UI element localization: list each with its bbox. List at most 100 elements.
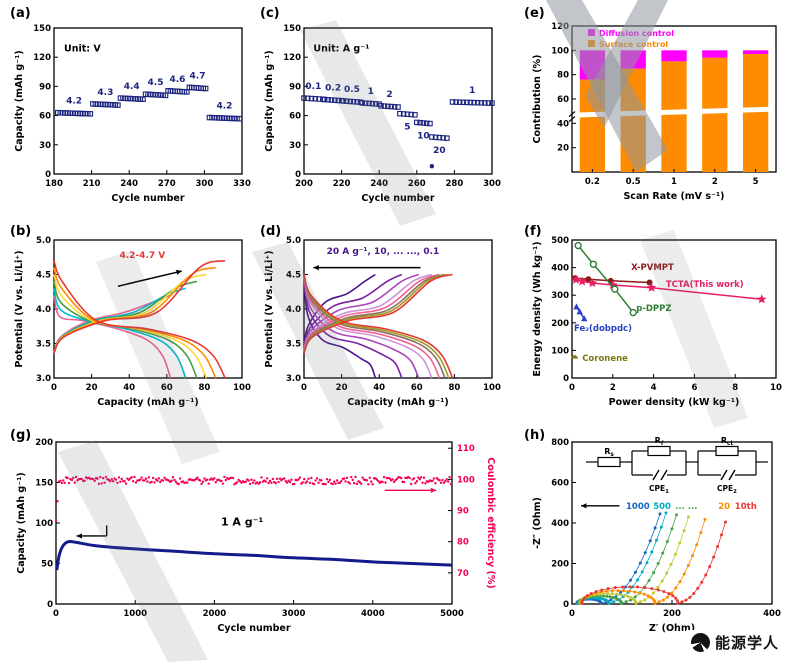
svg-text:Capacity (mAh g⁻¹): Capacity (mAh g⁻¹) bbox=[264, 50, 275, 152]
svg-text:0: 0 bbox=[51, 383, 57, 393]
svg-text:600: 600 bbox=[551, 479, 569, 489]
svg-text:Capacity (mAh g⁻¹): Capacity (mAh g⁻¹) bbox=[347, 397, 449, 408]
svg-text:3000: 3000 bbox=[282, 609, 306, 619]
series-cycle-20 bbox=[579, 517, 707, 605]
svg-text:1: 1 bbox=[469, 86, 475, 96]
svg-text:4.2: 4.2 bbox=[66, 97, 82, 107]
svg-text:5.0: 5.0 bbox=[36, 236, 51, 246]
svg-text:3.0: 3.0 bbox=[36, 374, 51, 384]
curve-4.2 V bbox=[53, 294, 172, 379]
curve-0.1 bbox=[303, 274, 454, 379]
bar-diffusion bbox=[620, 50, 646, 69]
svg-text:5000: 5000 bbox=[440, 609, 464, 619]
svg-text:4.7: 4.7 bbox=[190, 71, 206, 81]
panel-g: (g) 0 1000 2000 3000 4000 5000 0 50 100 150 200 Cyc… bbox=[8, 428, 508, 658]
svg-text:200: 200 bbox=[35, 438, 53, 448]
svg-text:220: 220 bbox=[333, 179, 351, 189]
svg-text:0: 0 bbox=[295, 170, 301, 180]
svg-text:0: 0 bbox=[53, 609, 59, 619]
svg-text:1: 1 bbox=[368, 87, 374, 97]
svg-text:Cycle number: Cycle number bbox=[111, 193, 184, 204]
svg-text:10th: 10th bbox=[735, 502, 757, 512]
svg-text:CPE2: CPE2 bbox=[717, 484, 737, 495]
svg-text:Capacity (mAh g⁻¹): Capacity (mAh g⁻¹) bbox=[16, 472, 27, 574]
svg-text:Rf: Rf bbox=[655, 436, 664, 447]
bar-surface bbox=[661, 61, 687, 172]
bar-surface bbox=[620, 68, 646, 172]
curve-0.5 bbox=[303, 274, 446, 379]
svg-text:20: 20 bbox=[336, 383, 348, 393]
svg-text:30: 30 bbox=[289, 141, 301, 151]
svg-text:2: 2 bbox=[712, 177, 718, 187]
svg-text:20: 20 bbox=[718, 502, 730, 512]
svg-text:240: 240 bbox=[120, 179, 138, 189]
svg-text:-Z″ (Ohm): -Z″ (Ohm) bbox=[532, 497, 543, 549]
svg-text:X-PVMPT: X-PVMPT bbox=[631, 263, 674, 273]
svg-text:150: 150 bbox=[33, 24, 51, 34]
svg-text:Cycle number: Cycle number bbox=[361, 193, 434, 204]
svg-text:6: 6 bbox=[691, 383, 697, 393]
panel-h-label: (h) bbox=[524, 428, 546, 443]
svg-text:5.0: 5.0 bbox=[286, 236, 301, 246]
curve-2 bbox=[303, 273, 433, 351]
curve-4.7 V bbox=[53, 259, 226, 354]
svg-text:110: 110 bbox=[457, 444, 475, 454]
svg-text:0.2: 0.2 bbox=[585, 177, 600, 187]
svg-text:2: 2 bbox=[610, 383, 616, 393]
bar-surface bbox=[702, 57, 728, 173]
svg-text:Capacity (mAh g⁻¹): Capacity (mAh g⁻¹) bbox=[14, 50, 25, 152]
svg-text:Capacity (mAh g⁻¹): Capacity (mAh g⁻¹) bbox=[97, 397, 199, 408]
svg-text:Unit: A g⁻¹: Unit: A g⁻¹ bbox=[313, 43, 369, 54]
svg-text:150: 150 bbox=[35, 479, 53, 489]
svg-text:300: 300 bbox=[483, 179, 501, 189]
svg-text:300: 300 bbox=[196, 179, 214, 189]
svg-text:8: 8 bbox=[732, 383, 738, 393]
svg-text:800: 800 bbox=[551, 438, 569, 448]
bar-diffusion bbox=[702, 50, 728, 58]
svg-text:40: 40 bbox=[373, 383, 385, 393]
curve-4.7 V bbox=[53, 260, 226, 379]
svg-text:2: 2 bbox=[386, 90, 392, 100]
axes: 0 200 400 0 200 400 600 800 Z′ (Ohm) -Z″ (Ohm) bbox=[532, 438, 781, 634]
curve-2 bbox=[303, 274, 433, 379]
svg-text:Cycle number: Cycle number bbox=[217, 623, 290, 634]
svg-text:3.5: 3.5 bbox=[36, 340, 51, 350]
svg-text:0: 0 bbox=[45, 170, 51, 180]
curve-4.5 V bbox=[53, 274, 208, 379]
svg-text:0.1: 0.1 bbox=[305, 82, 321, 92]
panel-b: (b) 0 20 40 60 80 100 3.0 3.5 4.0 4.5 5.0 Capacity … bbox=[8, 224, 252, 424]
svg-text:150: 150 bbox=[283, 24, 301, 34]
axes: 0 20 40 60 80 100 3.0 3.5 4.0 4.5 5.0 Capacity (mAh… bbox=[264, 236, 501, 408]
panel-h: (h) 0 200 400 0 200 400 600 800 Z′ (Ohm) -Z″ (Ohm… bbox=[522, 428, 792, 658]
svg-text:Scan Rate (mV s⁻¹): Scan Rate (mV s⁻¹) bbox=[623, 191, 724, 202]
svg-text:100: 100 bbox=[551, 46, 569, 56]
panel-d-chart: 0 20 40 60 80 100 3.0 3.5 4.0 4.5 5.0 Capacity (mAh… bbox=[264, 236, 501, 408]
svg-text:400: 400 bbox=[551, 264, 569, 274]
panel-f: (f) 0 2 4 6 8 10 0 100 200 300 400 500 Power density… bbox=[522, 224, 792, 424]
svg-text:100: 100 bbox=[551, 346, 569, 356]
svg-text:Rct: Rct bbox=[721, 436, 734, 447]
brand-logo: 能源学人 bbox=[686, 630, 785, 655]
series-Coronene: Coronene bbox=[570, 354, 628, 364]
svg-text:60: 60 bbox=[39, 112, 51, 122]
svg-text:80: 80 bbox=[198, 383, 210, 393]
svg-text:210: 210 bbox=[83, 179, 101, 189]
svg-text:10: 10 bbox=[770, 383, 782, 393]
svg-text:4.2-4.7 V: 4.2-4.7 V bbox=[119, 251, 165, 261]
svg-text:400: 400 bbox=[763, 609, 781, 619]
svg-text:60: 60 bbox=[289, 112, 301, 122]
svg-text:20: 20 bbox=[86, 383, 98, 393]
panel-e-label: (e) bbox=[524, 6, 545, 21]
svg-text:Potential (V vs. Li/Li⁺): Potential (V vs. Li/Li⁺) bbox=[264, 250, 275, 367]
curve-4.3 V bbox=[53, 288, 187, 379]
panel-b-chart: 0 20 40 60 80 100 3.0 3.5 4.0 4.5 5.0 Capacity (mAh… bbox=[14, 236, 251, 408]
svg-text:80: 80 bbox=[557, 71, 569, 81]
svg-text:4.5: 4.5 bbox=[286, 271, 301, 281]
svg-text:0.5: 0.5 bbox=[626, 177, 641, 187]
panel-c-label: (c) bbox=[260, 6, 280, 21]
panel-d: (d) 0 20 40 60 80 100 3.0 3.5 4.0 4.5 5.0 Capacity … bbox=[258, 224, 502, 424]
svg-text:80: 80 bbox=[457, 538, 469, 548]
bar-diffusion bbox=[579, 50, 606, 80]
